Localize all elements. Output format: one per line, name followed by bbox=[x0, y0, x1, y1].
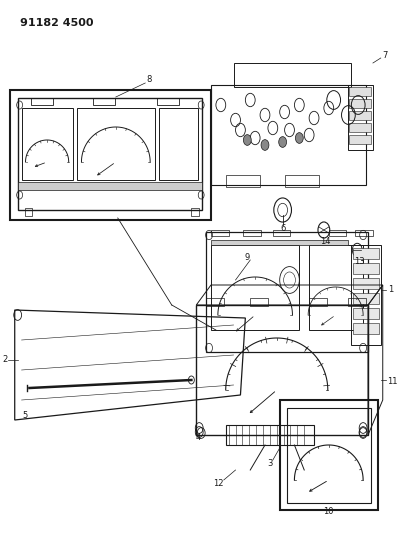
Bar bbox=[206, 298, 224, 306]
Bar bbox=[287, 408, 371, 503]
Text: 14: 14 bbox=[320, 238, 331, 246]
Bar bbox=[191, 208, 199, 216]
Bar bbox=[353, 323, 379, 334]
Circle shape bbox=[261, 140, 269, 150]
Bar bbox=[349, 123, 371, 132]
Text: 3: 3 bbox=[267, 459, 273, 469]
Text: 1: 1 bbox=[388, 286, 393, 295]
Bar bbox=[348, 298, 366, 306]
Bar bbox=[211, 240, 348, 245]
Bar bbox=[211, 230, 229, 236]
Text: 12: 12 bbox=[213, 479, 223, 488]
Bar bbox=[196, 305, 368, 435]
Bar bbox=[280, 400, 378, 510]
Bar bbox=[157, 98, 179, 105]
Text: 6: 6 bbox=[280, 223, 285, 232]
Circle shape bbox=[279, 136, 287, 147]
Text: 8: 8 bbox=[146, 76, 152, 85]
Bar bbox=[353, 248, 379, 259]
Bar bbox=[355, 230, 373, 236]
Text: 5: 5 bbox=[22, 410, 27, 419]
Bar bbox=[348, 85, 373, 150]
Bar bbox=[353, 293, 379, 304]
Bar bbox=[244, 230, 261, 236]
Bar bbox=[93, 98, 115, 105]
Text: 9: 9 bbox=[245, 253, 250, 262]
Bar bbox=[351, 245, 381, 345]
Bar bbox=[349, 87, 371, 96]
Bar bbox=[329, 230, 346, 236]
Text: 11: 11 bbox=[387, 377, 397, 386]
Bar bbox=[76, 108, 155, 180]
Bar bbox=[349, 111, 371, 120]
Bar bbox=[353, 308, 379, 319]
Bar bbox=[18, 182, 202, 190]
Bar bbox=[226, 175, 260, 187]
Text: 91182 4500: 91182 4500 bbox=[20, 18, 93, 28]
Bar bbox=[250, 298, 268, 306]
Bar bbox=[211, 85, 366, 185]
Bar bbox=[25, 208, 32, 216]
Bar bbox=[349, 99, 371, 108]
Text: 10: 10 bbox=[324, 507, 334, 516]
Bar bbox=[21, 108, 72, 180]
Bar bbox=[10, 90, 211, 220]
Bar bbox=[353, 278, 379, 289]
Bar bbox=[285, 175, 319, 187]
Bar bbox=[159, 108, 198, 180]
Bar bbox=[206, 232, 368, 352]
Text: 2: 2 bbox=[2, 356, 8, 365]
Bar bbox=[226, 425, 314, 445]
Bar bbox=[309, 245, 363, 330]
Text: 7: 7 bbox=[383, 51, 388, 60]
Bar bbox=[31, 98, 53, 105]
Bar bbox=[273, 230, 291, 236]
Bar bbox=[211, 245, 299, 330]
Circle shape bbox=[244, 135, 251, 146]
Bar bbox=[234, 63, 351, 87]
Bar bbox=[309, 298, 327, 306]
Text: 13: 13 bbox=[354, 257, 365, 266]
Text: 4: 4 bbox=[196, 432, 201, 441]
Bar bbox=[353, 263, 379, 274]
Bar bbox=[349, 135, 371, 144]
Bar bbox=[18, 98, 202, 210]
Circle shape bbox=[295, 133, 303, 143]
